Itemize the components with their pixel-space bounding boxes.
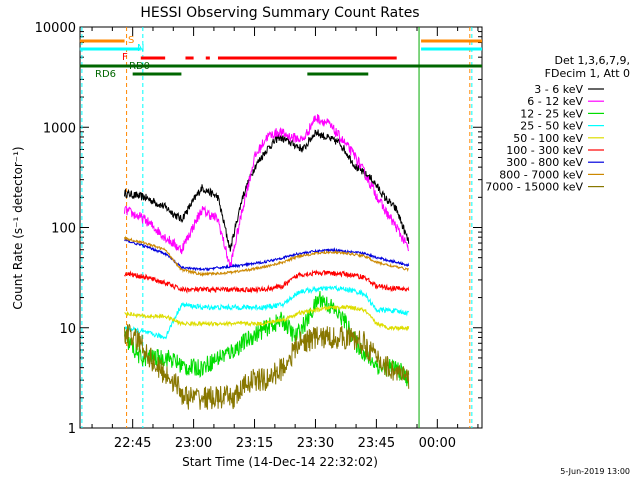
series-line [124, 304, 410, 332]
legend-label: 12 - 25 keV [520, 107, 583, 120]
legend-label: 100 - 300 keV [506, 144, 583, 157]
legend-label: 6 - 12 keV [527, 95, 583, 108]
legend-label: 7000 - 15000 keV [485, 181, 583, 194]
legend-label: 3 - 6 keV [534, 83, 583, 96]
x-tick-label: 22:45 [114, 436, 151, 451]
legend-label: 800 - 7000 keV [499, 168, 583, 181]
plot-layer: 1 10 100 1000 10000 22:45 23:00 23:15 23:30 23:45… [35, 21, 483, 451]
x-tick-label: 23:00 [175, 436, 212, 451]
y-tick-label: 10000 [35, 21, 76, 36]
flag-label-rd0: RD0 [129, 61, 150, 72]
legend-header-line-2: FDecim 1, Att 0 [545, 67, 630, 80]
series-line [124, 235, 409, 278]
legend-header-line-1: Det 1,3,6,7,9, [554, 54, 630, 67]
flag-label-f: F [122, 52, 128, 63]
x-tick-label: 23:45 [358, 436, 395, 451]
flag-label-s: S [128, 35, 134, 46]
legend-label: 50 - 100 keV [513, 132, 583, 145]
flag-label-n: N [137, 43, 144, 54]
x-tick-label: 23:15 [236, 436, 273, 451]
y-tick-label: 10 [59, 322, 76, 337]
series-line [124, 114, 410, 268]
footer-date: 5-Jun-2019 13:00 [560, 467, 630, 476]
y-tick-label: 1000 [43, 121, 76, 136]
series-line [124, 323, 410, 410]
x-tick-label: 23:30 [297, 436, 334, 451]
series-line [124, 129, 410, 252]
y-axis-label: Count Rate (s⁻¹ detector⁻¹) [11, 146, 25, 309]
x-tick-label: 00:00 [419, 436, 456, 451]
series-line [124, 284, 410, 340]
legend-label: 300 - 800 keV [506, 156, 583, 169]
y-tick-label: 100 [51, 222, 76, 237]
legend-label: 25 - 50 keV [520, 120, 583, 133]
series-line [124, 269, 410, 294]
flag-label-rd6: RD6 [95, 69, 116, 80]
x-axis-label: Start Time (14-Dec-14 22:32:02) [182, 455, 378, 469]
y-tick-label: 1 [68, 422, 76, 437]
chart-title: HESSI Observing Summary Count Rates [140, 5, 419, 21]
